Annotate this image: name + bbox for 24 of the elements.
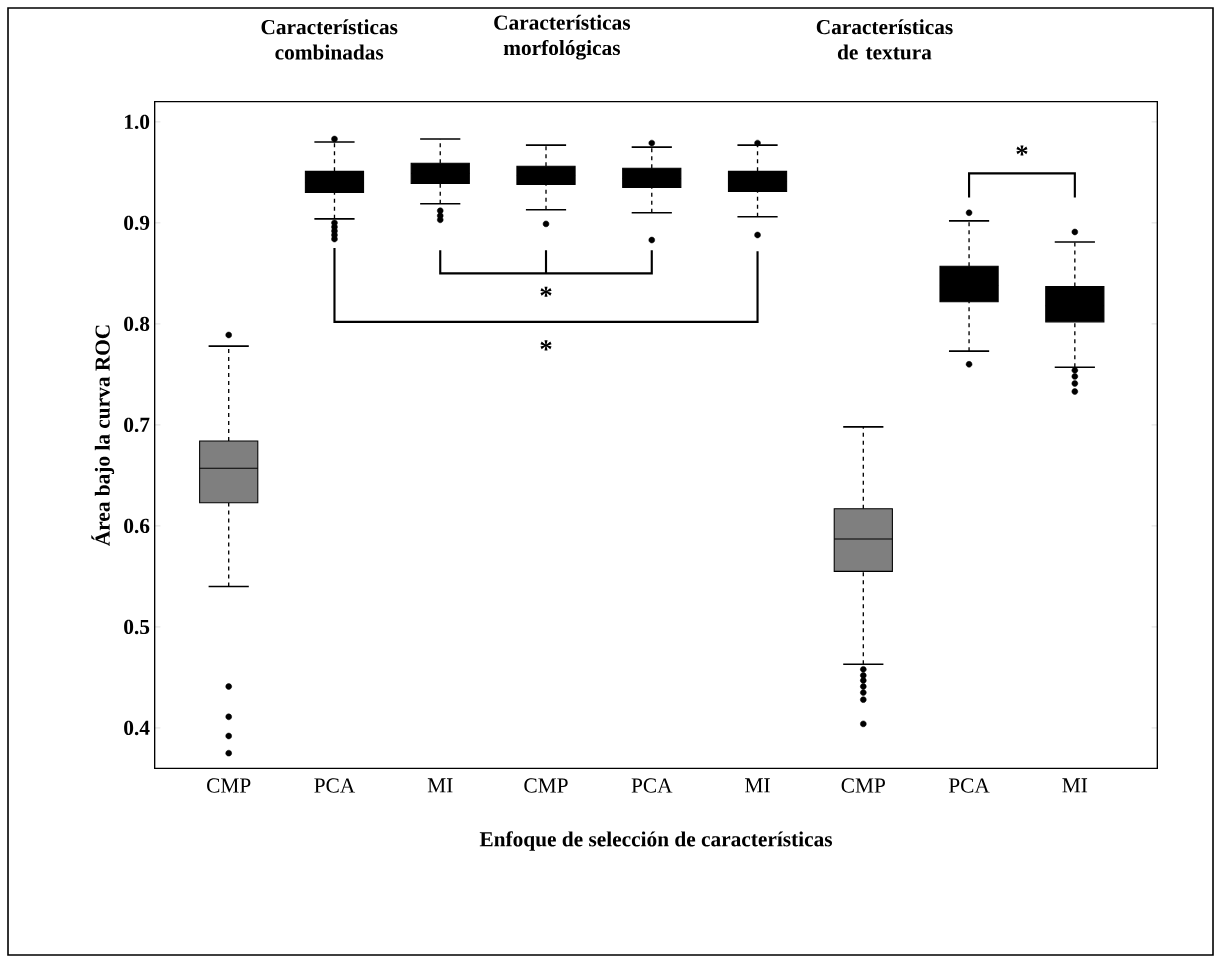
x-tick-label: MI (427, 778, 453, 793)
x-tick-label: MI (1062, 778, 1088, 793)
x-tick-label: MI (745, 778, 770, 793)
y-tick-label: 0.8 (124, 316, 150, 332)
text: Características de textura (816, 19, 953, 60)
x-tick-label: CMP (524, 778, 568, 793)
y-tick-label: 0.5 (124, 619, 150, 635)
y-tick-label: 1.0 (125, 114, 150, 130)
x-tick-label: PCA (948, 778, 990, 793)
text: Características morfológicas (494, 14, 631, 60)
x-axis-title: Enfoque de selección de características (479, 831, 833, 851)
y-tick-label: 0.4 (124, 720, 150, 736)
y-axis-title: Área bajo la curva ROC (91, 325, 115, 546)
annotation: * (540, 286, 552, 297)
x-tick-label: PCA (314, 778, 356, 793)
x-tick-label: PCA (631, 778, 673, 793)
y-tick-label: 0.9 (124, 215, 150, 231)
y-tick-label: 0.7 (124, 417, 150, 433)
annotation: * (1016, 145, 1028, 156)
x-tick-label: CMP (207, 778, 251, 793)
annotation: * (540, 340, 552, 351)
y-tick-label: 0.6 (124, 518, 150, 534)
x-tick-label: CMP (841, 778, 885, 793)
text: Características combinadas (261, 19, 398, 60)
